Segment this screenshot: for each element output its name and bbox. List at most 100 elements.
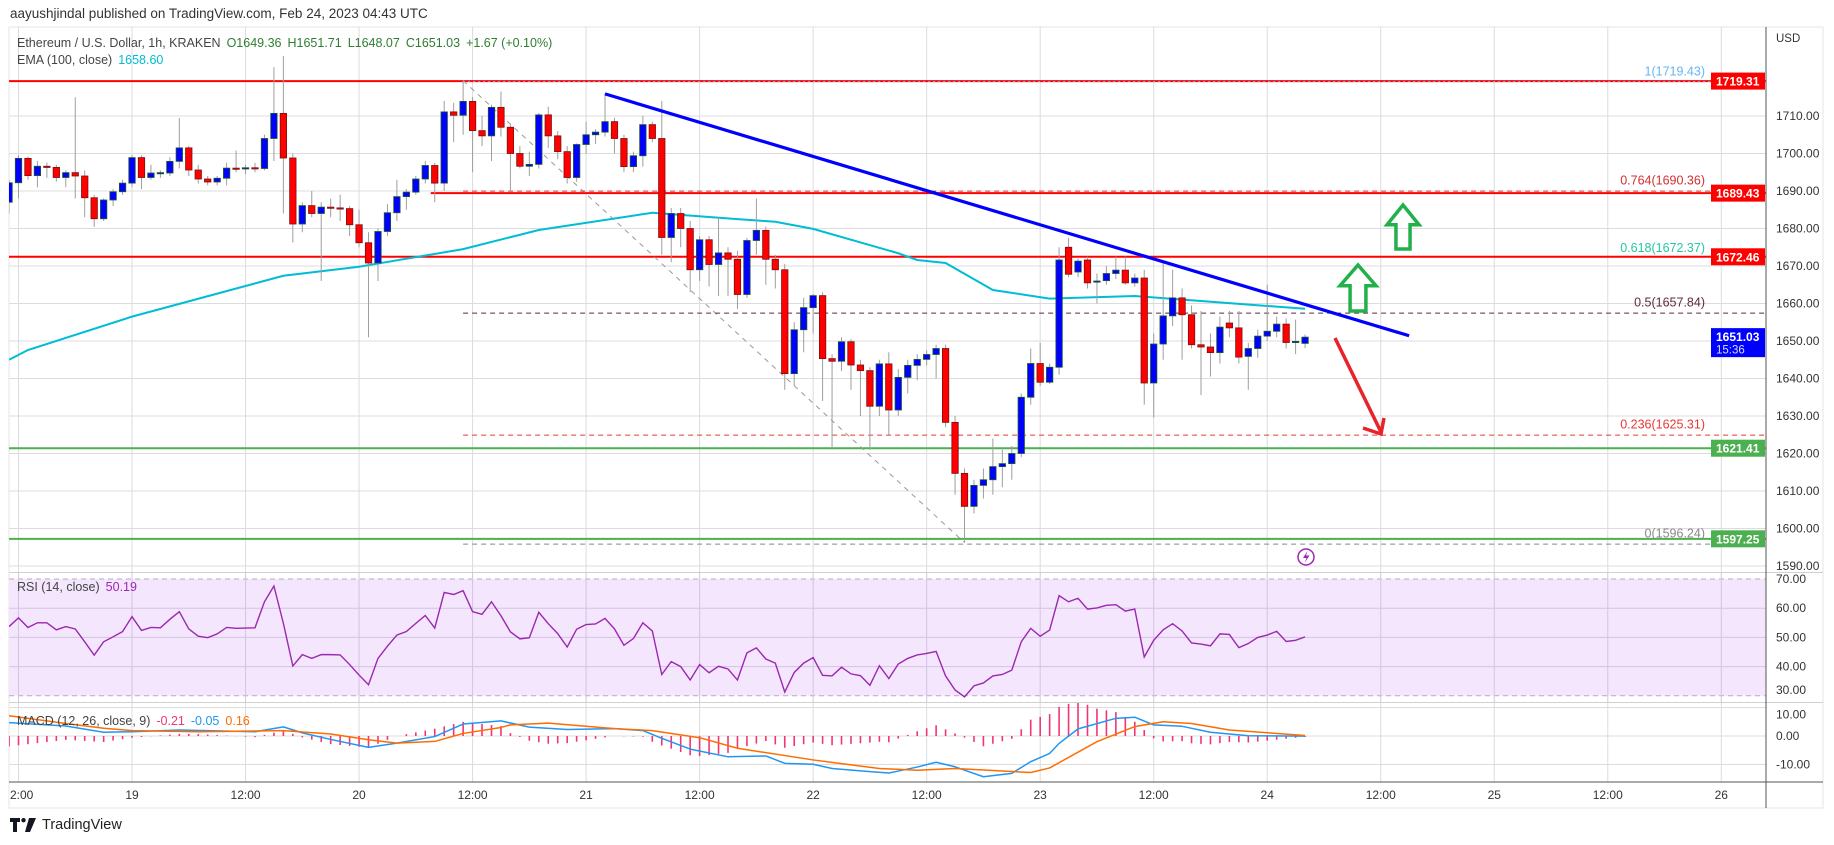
rsi-axis-label: 60.00 [1776,601,1806,615]
macd-label[interactable]: MACD (12, 26, close, 9) [17,714,151,728]
time-axis-label: 12:00 [1366,788,1396,802]
candle-up [1046,366,1054,383]
candle-up [223,167,231,179]
time-axis-label: 25 [1488,788,1502,802]
candle-up [156,172,164,175]
lightning-bolt [1303,551,1310,563]
candle-down [677,213,685,229]
rsi-label[interactable]: RSI (14, close) [17,580,100,594]
time-axis-label: 26 [1715,788,1729,802]
candle-up [1112,269,1120,274]
candle-down [951,421,959,474]
candle-down [620,138,628,168]
candle-up [1131,277,1139,284]
candle-down [279,112,287,159]
rsi-axis-label: 30.00 [1776,683,1806,697]
ema-label[interactable]: EMA (100, close) [17,53,113,67]
macd-pane [9,703,1766,782]
candle-down [847,341,855,366]
candle-down [137,157,146,178]
candle-up [573,144,581,178]
macd-line [9,716,1306,778]
price-axis-label: 1630.00 [1776,409,1820,423]
time-axis-label: 12:00 [231,788,261,802]
macd-hist-value: -0.21 [156,714,185,728]
candle-up [270,112,278,139]
candle-down [554,135,562,153]
candle-up [639,124,647,157]
candle-up [752,229,760,241]
candle-up [317,206,325,214]
candle-up [1254,335,1262,349]
candle-down [771,258,779,271]
candle-up [459,100,467,116]
candle-up [904,364,912,378]
candle-down [828,358,836,362]
price-axis-label: 1660.00 [1776,297,1820,311]
time-axis-label: 2:00 [10,788,34,802]
candle-down [1235,327,1243,358]
fib-level-label: 0.236(1625.31) [1620,418,1705,432]
candle-up [913,358,921,366]
price-axis-label: 1590.00 [1776,559,1820,573]
bearish-trendline [604,92,1410,338]
candle-down [686,228,694,271]
candle-down [1197,344,1205,348]
price-axis-label: 1640.00 [1776,372,1820,386]
main-legend: Ethereum / U.S. Dollar, 1h, KRAKEN O1649.… [17,36,558,50]
candle-up [402,191,410,198]
lightning-icon[interactable] [1297,548,1315,566]
candle-up [875,363,883,407]
candle-up [393,196,401,214]
candle-up [1159,315,1167,345]
price-axis-label: 1600.00 [1776,522,1820,536]
symbol-title[interactable]: Ethereum / U.S. Dollar, 1h, KRAKEN [17,36,221,50]
candle-down [308,205,316,214]
macd-axis-label: -10.00 [1776,758,1810,772]
arrow-down-icon [1333,337,1383,433]
candle-up [175,147,183,162]
candle-down [1121,269,1129,284]
candle-up [970,484,978,507]
candle-up [487,106,496,137]
arrow-down-head-icon [1362,417,1386,437]
price-level-badge-text: 1672.46 [1716,250,1760,264]
ohlc-change: +1.67 (+0.10%) [466,36,553,50]
ema-value: 1658.60 [118,53,164,67]
candle-up [1027,363,1035,398]
time-axis-label: 12:00 [1593,788,1623,802]
candle-down [204,178,212,183]
countdown-text: 15:36 [1716,345,1745,357]
macd-value: -0.05 [190,714,220,728]
time-axis-label: 19 [125,788,139,802]
candle-down [960,472,969,507]
candle-up [535,114,543,165]
candle-down [866,370,874,407]
rsi-pane [9,573,1766,702]
candle-down [468,100,477,132]
candle-down [90,197,98,220]
rsi-axis-label: 70.00 [1776,572,1806,586]
candle-down [52,166,60,178]
macd-signal-value: 0.16 [225,714,250,728]
candle-up [667,213,675,238]
candle-up [790,329,798,375]
candle-down [1187,314,1196,346]
time-axis-label: 12:00 [685,788,715,802]
candle-down [1036,363,1044,383]
price-pane: 1(1719.43) 0.764(1690.36) 0.618(1672.37) 0.… [9,27,1766,572]
candle-down [781,269,789,375]
candle-up [33,165,42,177]
fib-level-label: 0.764(1690.36) [1620,174,1705,188]
candle-up [591,131,600,136]
candle-down [327,206,335,209]
candle-up [582,134,590,145]
price-axis-label: 1690.00 [1776,184,1820,198]
rsi-line [9,584,1306,698]
candle-down [450,111,458,116]
candle-up [100,199,108,220]
arrow-up-icon [1336,262,1380,313]
fib-level-label: 0.618(1672.37) [1620,241,1705,255]
price-axis-label: 1670.00 [1776,259,1820,273]
